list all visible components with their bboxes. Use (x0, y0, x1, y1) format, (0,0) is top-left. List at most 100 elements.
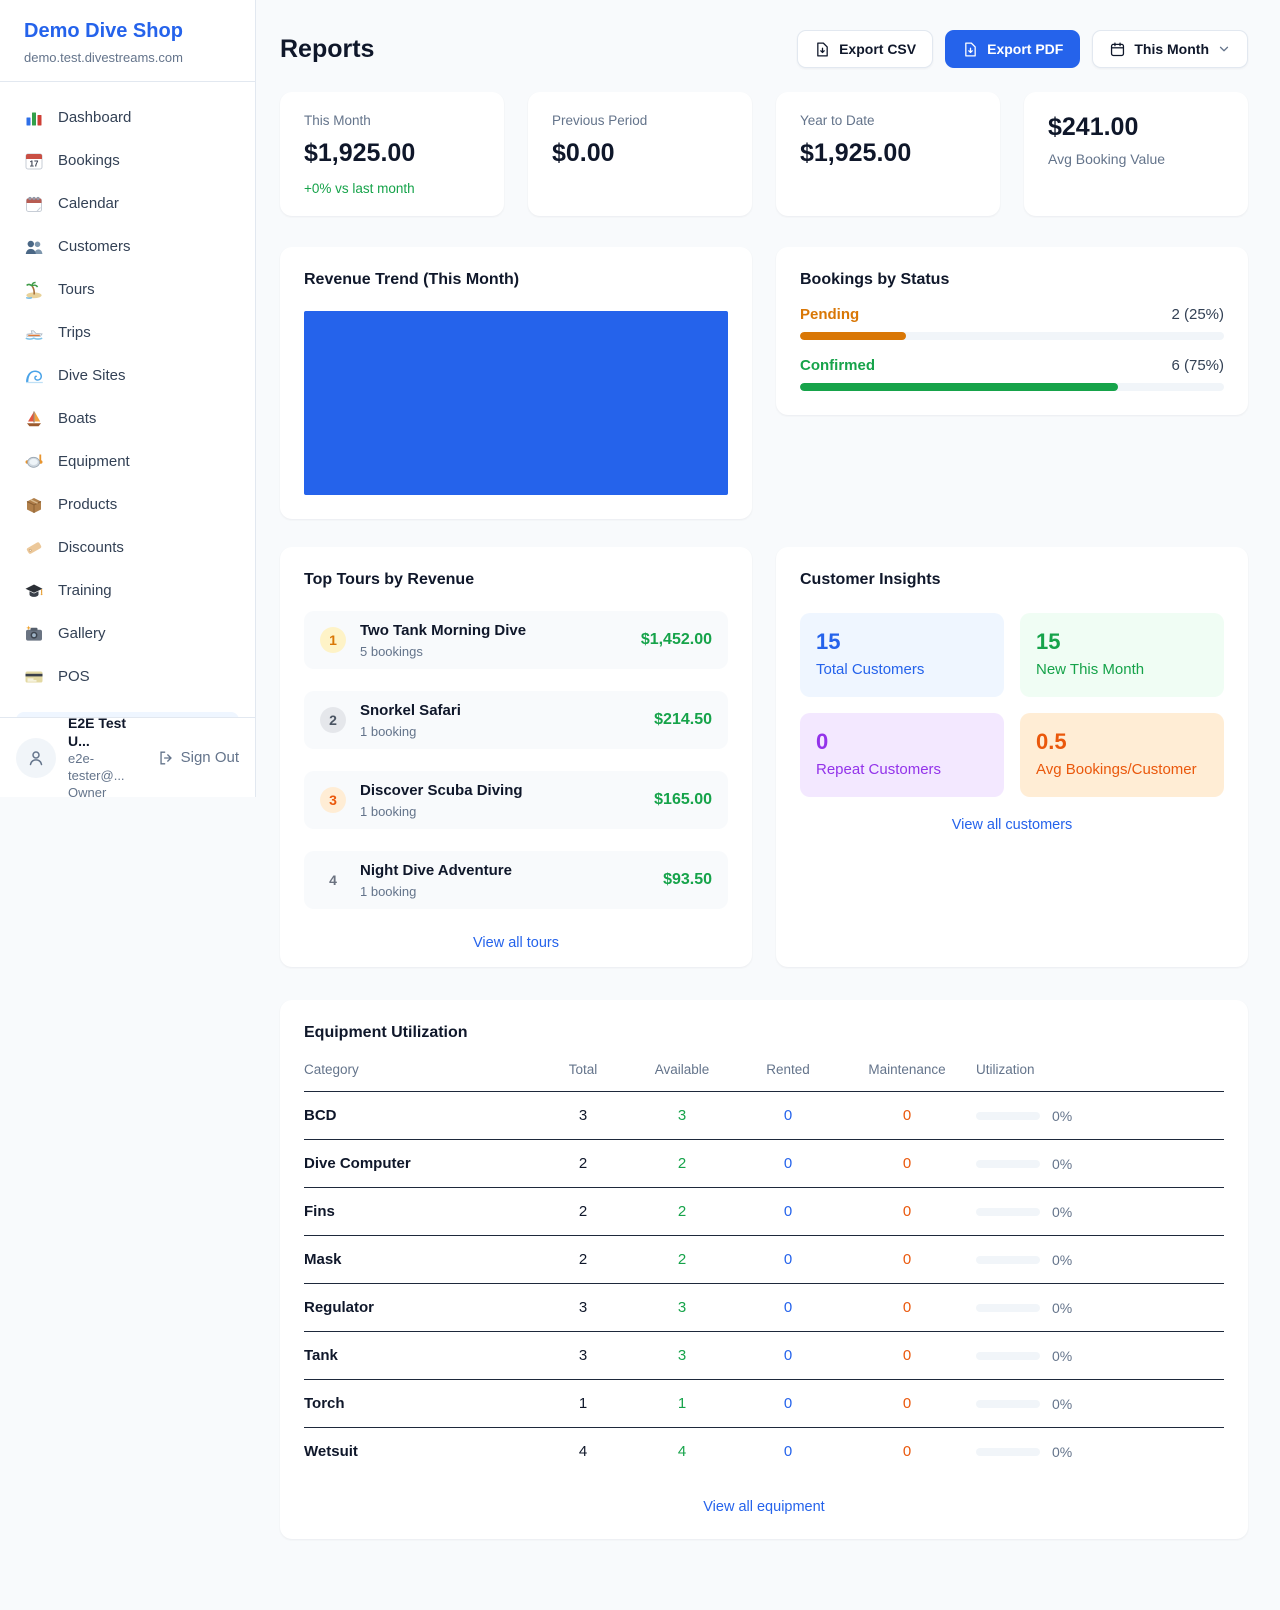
utilization-bar (976, 1303, 1040, 1312)
stat-card-year-to-date: Year to Date $1,925.00 (776, 92, 1000, 216)
equipment-utilization-cell: 0% (976, 1444, 1224, 1460)
tour-name: Snorkel Safari (360, 702, 461, 719)
file-download-icon (814, 41, 831, 58)
utilization-pct: 0% (1052, 1347, 1073, 1364)
table-row: Torch 1 1 0 0 0% (304, 1380, 1224, 1428)
equipment-utilization-cell: 0% (976, 1156, 1224, 1172)
svg-text:17: 17 (30, 159, 39, 168)
top-tours-title: Top Tours by Revenue (304, 571, 475, 588)
sidebar-item-customers[interactable]: Customers (8, 225, 247, 268)
user-name: E2E Test U... (68, 715, 127, 749)
status-bar-track (800, 383, 1224, 391)
sidebar-item-products[interactable]: Products (8, 483, 247, 526)
table-row: BCD 3 3 0 0 0% (304, 1092, 1224, 1140)
utilization-bar (976, 1447, 1040, 1456)
view-all-tours-link[interactable]: View all tours (473, 935, 559, 951)
sidebar-item-label: Dive Sites (58, 367, 126, 384)
sidebar-item-trips[interactable]: Trips (8, 311, 247, 354)
graduation-cap-icon (24, 581, 44, 601)
utilization-bar (976, 1351, 1040, 1360)
equipment-category: BCD (304, 1107, 337, 1124)
sidebar-item-training[interactable]: Training (8, 569, 247, 612)
stat-value: $241.00 (1048, 113, 1139, 141)
sidebar-item-dive-sites[interactable]: Dive Sites (8, 354, 247, 397)
equipment-table-header: Category Total Available Rented Maintena… (304, 1062, 1224, 1092)
user-email: e2e-tester@... (68, 751, 125, 783)
shop-name: Demo Dive Shop (24, 20, 183, 42)
period-label: This Month (1134, 41, 1209, 57)
sidebar-item-boats[interactable]: Boats (8, 397, 247, 440)
equipment-maintenance: 0 (902, 1251, 912, 1268)
tile-label: Total Customers (816, 661, 925, 678)
stat-value: $1,925.00 (800, 139, 912, 167)
sidebar-item-tours[interactable]: Tours (8, 268, 247, 311)
equipment-maintenance: 0 (902, 1107, 912, 1124)
sidebar-item-gallery[interactable]: Gallery (8, 612, 247, 655)
calendar-icon (24, 194, 44, 214)
equipment-available: 3 (677, 1299, 687, 1316)
stat-value: $0.00 (552, 139, 615, 167)
charts-row: Revenue Trend (This Month) Bookings by S… (280, 247, 1248, 519)
equipment-utilization-cell: 0% (976, 1300, 1224, 1316)
equipment-maintenance: 0 (902, 1203, 912, 1220)
status-bar-fill (800, 383, 1118, 391)
sidebar-item-label: Dashboard (58, 109, 132, 126)
period-dropdown[interactable]: This Month (1092, 30, 1248, 68)
view-all-customers-link[interactable]: View all customers (951, 817, 1073, 833)
export-csv-button[interactable]: Export CSV (797, 30, 934, 68)
equipment-available: 3 (677, 1347, 687, 1364)
column-header: Category (304, 1062, 359, 1077)
equipment-utilization-card: Equipment Utilization Category Total Ava… (280, 1000, 1248, 1539)
tour-name: Two Tank Morning Dive (360, 622, 527, 639)
sidebar-item-calendar[interactable]: Calendar (8, 182, 247, 225)
stat-card-this-month: This Month $1,925.00 +0% vs last month (280, 92, 504, 216)
user-panel: E2E Test U... e2e-tester@... Owner Sign … (0, 715, 255, 800)
sign-out-button[interactable]: Sign Out (157, 749, 239, 767)
top-tours-card: Top Tours by Revenue 1 Two Tank Morning … (280, 547, 752, 967)
status-bar-fill (800, 332, 906, 340)
equipment-utilization-cell: 0% (976, 1396, 1224, 1412)
utilization-bar (976, 1399, 1040, 1408)
equipment-rented: 0 (783, 1155, 793, 1172)
sidebar-item-label: Products (58, 496, 118, 513)
customer-insights-card: Customer Insights 15 Total Customers 15 … (776, 547, 1248, 967)
insight-tiles: 15 Total Customers 15 New This Month 0 R… (800, 613, 1224, 797)
equipment-rented: 0 (783, 1203, 793, 1220)
island-icon (24, 280, 44, 300)
status-row-pending: Pending 2 (25%) (800, 306, 1224, 340)
export-pdf-button[interactable]: Export PDF (945, 30, 1081, 68)
column-header: Utilization (976, 1062, 1035, 1077)
status-bar-track (800, 332, 1224, 340)
sidebar-item-label: POS (58, 668, 90, 685)
equipment-total: 1 (578, 1395, 588, 1412)
utilization-bar (976, 1207, 1040, 1216)
customer-insights-title: Customer Insights (800, 571, 941, 588)
tile-repeat-customers: 0 Repeat Customers (800, 713, 1004, 797)
revenue-trend-card: Revenue Trend (This Month) (280, 247, 752, 519)
equipment-utilization-title: Equipment Utilization (304, 1024, 468, 1041)
tile-label: New This Month (1036, 661, 1145, 678)
equipment-maintenance: 0 (902, 1155, 912, 1172)
tile-total-customers: 15 Total Customers (800, 613, 1004, 697)
utilization-pct: 0% (1052, 1443, 1073, 1460)
sidebar-item-label: Discounts (58, 539, 124, 556)
equipment-maintenance: 0 (902, 1299, 912, 1316)
sidebar-item-dashboard[interactable]: Dashboard (8, 96, 247, 139)
sidebar-item-discounts[interactable]: Discounts (8, 526, 247, 569)
sidebar-item-pos[interactable]: POS (8, 655, 247, 698)
sidebar-item-reports-partial[interactable] (16, 712, 239, 717)
utilization-pct: 0% (1052, 1251, 1073, 1268)
tour-row: 4 Night Dive Adventure 1 booking $93.50 (304, 851, 728, 909)
credit-card-icon (24, 667, 44, 687)
equipment-category: Fins (304, 1203, 335, 1220)
tile-value: 15 (1036, 629, 1061, 654)
table-row: Dive Computer 2 2 0 0 0% (304, 1140, 1224, 1188)
sidebar-item-equipment[interactable]: Equipment (8, 440, 247, 483)
equipment-available: 3 (677, 1107, 687, 1124)
equipment-total: 3 (578, 1299, 588, 1316)
view-all-equipment-link[interactable]: View all equipment (703, 1499, 825, 1515)
equipment-utilization-cell: 0% (976, 1252, 1224, 1268)
equipment-total: 2 (578, 1251, 588, 1268)
sidebar-item-bookings[interactable]: 17 Bookings (8, 139, 247, 182)
sidebar-item-label: Trips (58, 324, 91, 341)
